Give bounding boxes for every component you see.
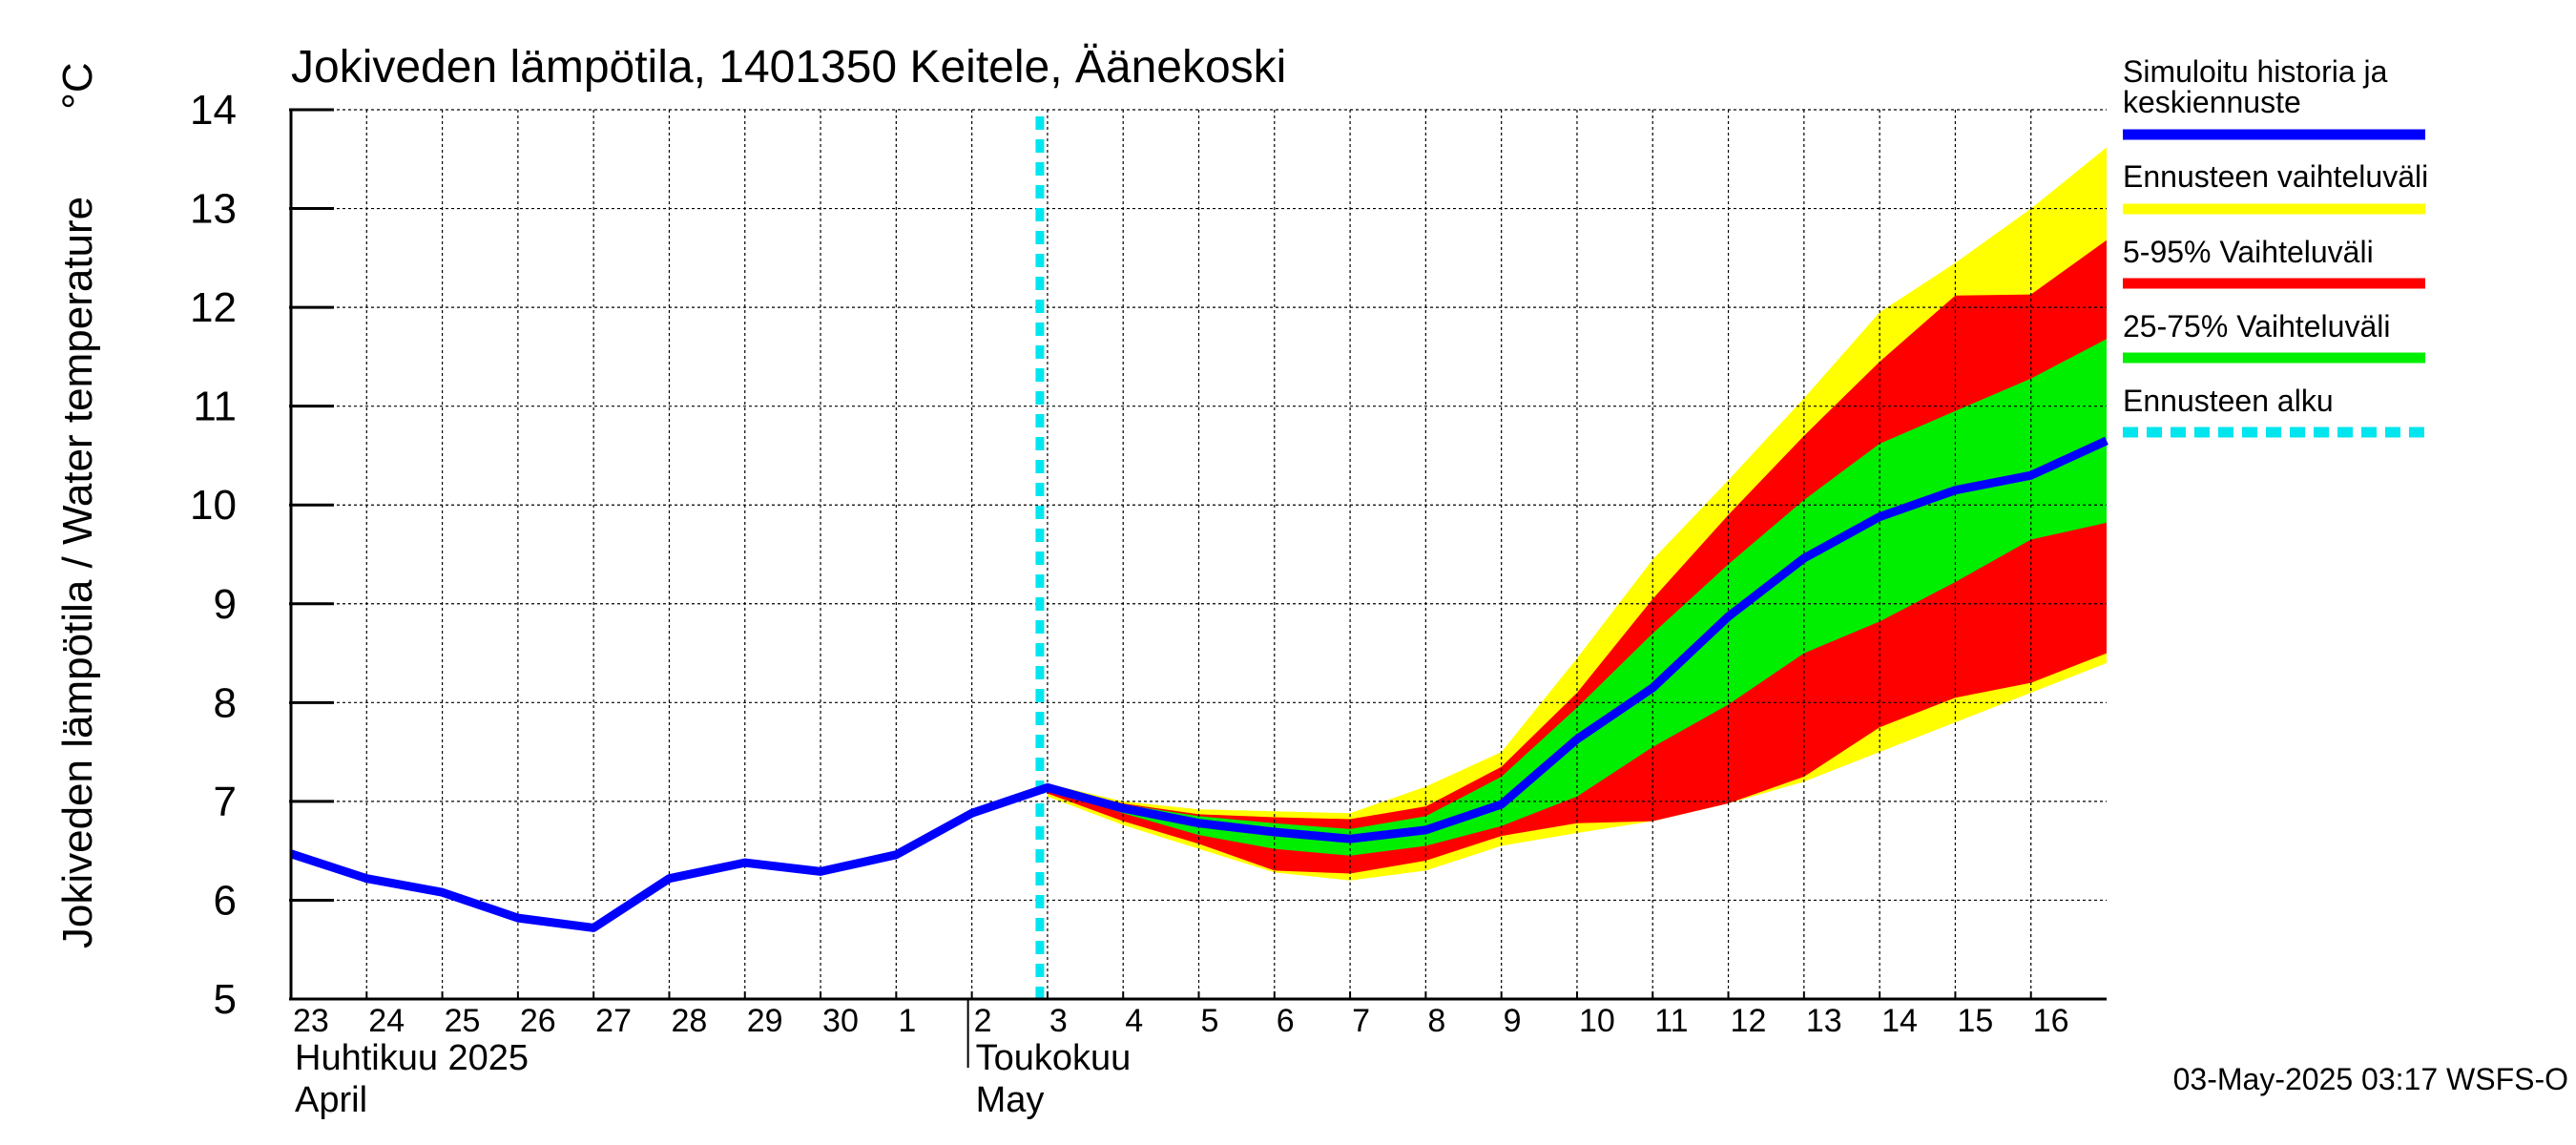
x-tick-label: 1 [898, 1003, 916, 1039]
legend-label: Ennusteen vaihteluväli [2123, 159, 2428, 194]
chart-title: Jokiveden lämpötila, 1401350 Keitele, Ää… [291, 42, 1286, 93]
legend-label: 5-95% Vaihteluväli [2123, 235, 2374, 269]
x-tick-label: 3 [1049, 1003, 1068, 1039]
legend-label: Ennusteen alku [2123, 384, 2334, 418]
y-tick-label: 12 [190, 284, 237, 331]
footer-timestamp: 03-May-2025 03:17 WSFS-O [2173, 1062, 2568, 1096]
x-tick-label: 25 [445, 1003, 481, 1039]
x-tick-label: 5 [1201, 1003, 1219, 1039]
series-line-0 [289, 436, 2109, 932]
x-tick-label: 2 [974, 1003, 992, 1039]
band-1 [1047, 239, 2107, 874]
legend-label: Simuloitu historia ja [2123, 54, 2388, 89]
x-tick-label: 7 [1352, 1003, 1370, 1039]
y-axis-label: Jokiveden lämpötila / Water temperature [54, 197, 101, 948]
x-tick-label: 23 [293, 1003, 329, 1039]
month-label-fi: Huhtikuu 2025 [295, 1038, 529, 1078]
x-tick-label: 6 [1277, 1003, 1295, 1039]
month-label-en: May [976, 1080, 1045, 1120]
x-tick-label: 13 [1806, 1003, 1842, 1039]
y-axis-unit: °C [54, 62, 101, 109]
y-tick-label: 6 [214, 877, 237, 924]
y-tick-label: 11 [193, 384, 237, 430]
grid [291, 109, 2107, 999]
x-tick-label: 4 [1125, 1003, 1143, 1039]
legend-label: keskiennuste [2123, 85, 2301, 119]
y-tick-label: 10 [190, 482, 237, 529]
x-tick-label: 15 [1957, 1003, 1993, 1039]
y-tick-label: 14 [190, 87, 237, 134]
series-lines [289, 116, 2109, 999]
x-tick-label: 30 [822, 1003, 859, 1039]
x-tick-label: 11 [1654, 1003, 1688, 1039]
month-label-fi: Toukokuu [976, 1038, 1132, 1078]
x-tick-label: 24 [368, 1003, 405, 1039]
y-tick-label: 5 [214, 976, 237, 1023]
x-tick-label: 29 [747, 1003, 783, 1039]
y-tick-label: 7 [214, 779, 237, 825]
x-tick-label: 28 [671, 1003, 707, 1039]
axes [289, 108, 2107, 1068]
x-tick-label: 9 [1504, 1003, 1522, 1039]
x-tick-label: 8 [1427, 1003, 1445, 1039]
x-tick-label: 27 [595, 1003, 632, 1039]
x-tick-label: 10 [1579, 1003, 1615, 1039]
x-tick-label: 14 [1881, 1003, 1918, 1039]
y-tick-label: 13 [190, 186, 237, 233]
legend-label: 25-75% Vaihteluväli [2123, 309, 2390, 344]
x-tick-label: 12 [1731, 1003, 1767, 1039]
x-tick-label: 16 [2033, 1003, 2069, 1039]
x-tick-label: 26 [520, 1003, 556, 1039]
month-label-en: April [295, 1080, 367, 1120]
y-tick-label: 9 [214, 581, 237, 628]
y-tick-label: 8 [214, 679, 237, 726]
